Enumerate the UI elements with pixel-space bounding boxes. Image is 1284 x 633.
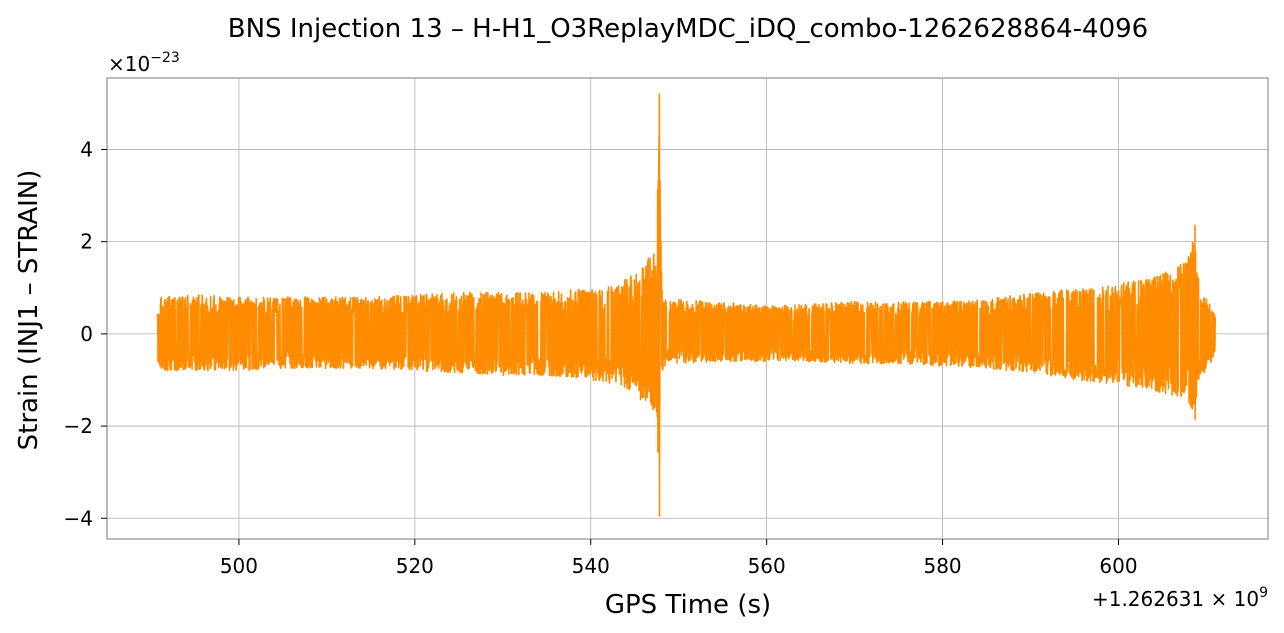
x-tick-label: 580: [923, 554, 961, 578]
chart-title: BNS Injection 13 – H-H1_O3ReplayMDC_iDQ_…: [228, 14, 1148, 44]
x-tick-label: 500: [220, 554, 258, 578]
y-tick-label: 4: [80, 137, 93, 161]
series-line: [156, 93, 1217, 517]
x-offset: +1.262631 × 109: [1092, 585, 1268, 611]
y-tick-label: 0: [80, 322, 93, 346]
x-tick-label: 600: [1099, 554, 1137, 578]
y-multiplier: ×10−23: [108, 50, 180, 76]
x-tick-label: 560: [748, 554, 786, 578]
y-tick-label: −2: [64, 414, 93, 438]
y-tick-label: 2: [80, 230, 93, 254]
axis-ticks: 500 520 540 560 580 600 −4 −2 0 2 4: [64, 137, 1138, 578]
x-tick-label: 540: [572, 554, 610, 578]
y-tick-label: −4: [64, 506, 93, 530]
series-strain: [156, 93, 1217, 517]
x-axis-label: GPS Time (s): [605, 590, 771, 620]
plot-frame: [106, 77, 1269, 540]
y-axis-label: Strain (INJ1 – STRAIN): [14, 170, 44, 451]
x-tick-label: 520: [396, 554, 434, 578]
